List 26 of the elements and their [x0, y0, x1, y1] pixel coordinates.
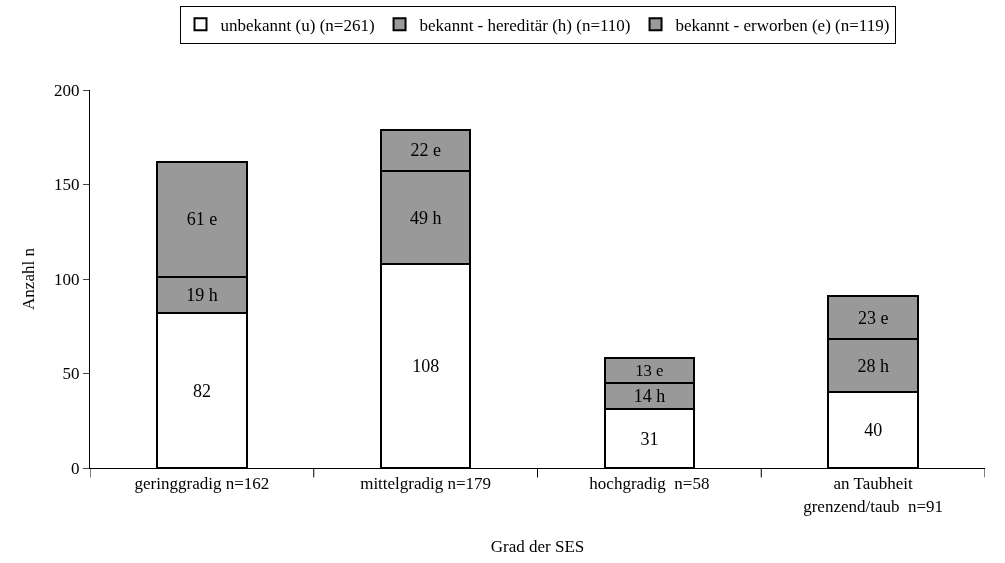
data-label: 19 h	[186, 285, 218, 306]
legend-label: bekannt - hereditär (h) (n=110)	[419, 15, 631, 35]
x-tick-label: an Taubheit grenzend/taub n=91	[803, 474, 944, 516]
x-tick-label: geringgradig n=162	[134, 474, 270, 494]
y-tick-label: 150	[54, 175, 80, 195]
data-label: 82	[192, 380, 211, 401]
x-tick-label: hochgradig n=58	[589, 474, 710, 494]
data-label: 108	[412, 355, 440, 376]
data-label: 61 e	[186, 209, 218, 230]
y-axis-title: Anzahl n	[18, 247, 38, 310]
y-tick-label: 200	[54, 80, 80, 100]
legend-label: bekannt - erworben (e) (n=119)	[675, 15, 890, 35]
data-label: 14 h	[633, 386, 666, 407]
data-label: 28 h	[857, 355, 889, 376]
data-label: 23 e	[857, 307, 889, 328]
x-tick-label: mittelgradig n=179	[360, 474, 492, 494]
legend-label: unbekannt (u) (n=261)	[220, 15, 375, 35]
x-axis-title: Grad der SES	[490, 536, 585, 556]
data-label: 31	[640, 428, 659, 449]
data-label: 13 e	[635, 361, 664, 381]
y-tick-label: 100	[54, 269, 80, 289]
data-label: 49 h	[409, 207, 442, 228]
data-label: 22 e	[410, 140, 441, 161]
y-tick-label: 0	[71, 458, 80, 478]
y-tick-label: 50	[62, 364, 80, 384]
data-label: 40	[864, 420, 883, 441]
